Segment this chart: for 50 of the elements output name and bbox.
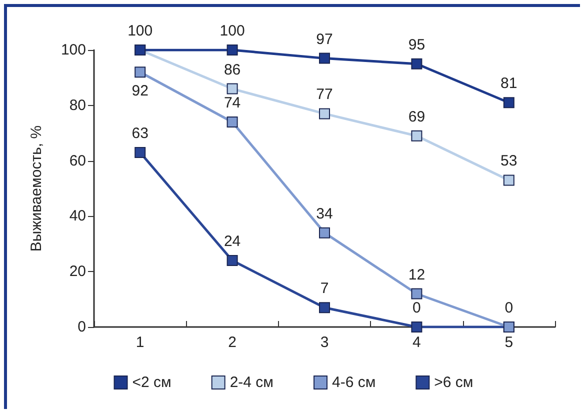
y-tick-label: 20 (69, 263, 86, 280)
data-label: 24 (224, 233, 241, 250)
data-label: 7 (320, 280, 329, 298)
x-tick-label: 4 (412, 334, 421, 351)
data-label: 63 (132, 124, 148, 142)
point (319, 227, 330, 238)
point (503, 97, 514, 108)
y-tick-label: 100 (60, 42, 86, 58)
x-tick-label: 3 (320, 334, 329, 351)
data-label: 0 (504, 300, 514, 316)
point (226, 255, 238, 266)
data-label: 81 (500, 75, 518, 92)
y-tick-label: 0 (78, 318, 86, 336)
point (411, 288, 422, 300)
point (226, 116, 238, 128)
data-label: 100 (220, 22, 245, 40)
y-tick-label: 40 (69, 208, 86, 225)
point (319, 302, 330, 314)
point (226, 83, 238, 94)
y-axis-title: Выживаемость, % (28, 125, 45, 252)
point (319, 52, 330, 64)
data-label: 0 (412, 300, 421, 316)
point (503, 174, 514, 186)
data-label: 97 (316, 30, 333, 48)
point (411, 130, 422, 142)
point (226, 44, 238, 56)
point (134, 66, 146, 78)
data-label: 86 (224, 61, 241, 78)
data-label: 34 (316, 205, 333, 222)
data-label: 100 (128, 22, 153, 40)
data-label: 77 (316, 86, 333, 104)
legend-label: 4-6 см (332, 374, 376, 391)
data-label: 74 (224, 94, 241, 112)
point (134, 146, 146, 158)
data-label: 95 (408, 36, 426, 54)
point (411, 322, 422, 332)
point (411, 58, 422, 70)
data-label: 53 (500, 152, 518, 170)
y-tick-label: 60 (69, 152, 86, 170)
data-label: 69 (408, 108, 426, 126)
x-tick-label: 2 (228, 334, 236, 351)
x-tick-label: 5 (504, 334, 514, 351)
data-label: 92 (132, 82, 148, 100)
point (319, 108, 330, 120)
data-label: 12 (408, 266, 426, 284)
legend-label: >6 см (434, 374, 474, 391)
y-tick-label: 80 (69, 96, 86, 114)
legend-label: <2 см (132, 374, 172, 391)
legend-label: 2-4 см (230, 374, 274, 391)
x-tick-label: 1 (136, 334, 144, 351)
